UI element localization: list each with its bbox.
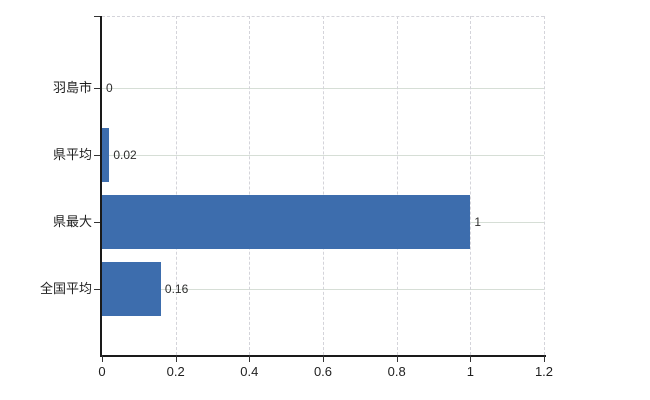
value-label: 1 [474, 215, 482, 229]
x-tick-label: 0.6 [313, 364, 333, 379]
y-axis-tick [94, 16, 100, 17]
x-axis-tick [544, 355, 545, 362]
x-tick-label: 0.4 [240, 364, 259, 379]
bar [102, 262, 161, 316]
vertical-gridline [470, 16, 472, 355]
y-axis-line [100, 16, 102, 355]
x-axis-tick [175, 355, 177, 362]
vertical-gridline [544, 16, 545, 355]
category-label: 全国平均 [39, 281, 92, 296]
y-axis-tick [94, 289, 100, 290]
vertical-gridline [323, 16, 324, 355]
x-tick-label: 1 [466, 364, 474, 379]
x-axis-tick [102, 355, 103, 362]
x-tick-label: 0.8 [387, 364, 406, 379]
x-axis-tick [470, 355, 472, 362]
vertical-gridline [249, 16, 251, 355]
category-label: 県最大 [52, 214, 92, 229]
vertical-gridline [175, 16, 177, 355]
x-tick-label: 0 [98, 364, 106, 379]
y-axis-tick [94, 88, 100, 89]
bar [102, 195, 470, 249]
value-label: 0 [106, 81, 113, 95]
vertical-gridline [396, 16, 398, 355]
value-label: 0.16 [164, 282, 189, 296]
x-axis-tick [323, 355, 324, 362]
x-tick-label: 0.2 [166, 364, 185, 379]
bar [102, 128, 109, 182]
y-axis-tick [94, 222, 100, 223]
category-label: 県平均 [52, 147, 92, 162]
x-tick-label: 1.2 [534, 364, 554, 379]
y-axis-tick [94, 155, 100, 156]
x-axis-tick [396, 355, 398, 362]
x-axis-tick [249, 355, 251, 362]
category-label: 羽島市 [52, 80, 92, 95]
value-label: 0.02 [113, 148, 137, 162]
